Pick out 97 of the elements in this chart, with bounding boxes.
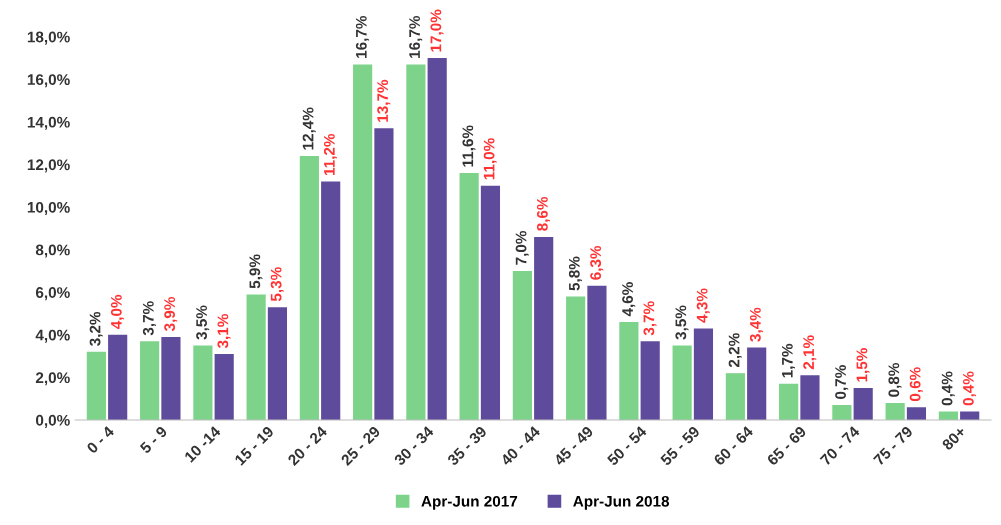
data-label: 2,1%: [803, 335, 817, 370]
data-label: 3,7%: [142, 301, 156, 336]
data-label: 12,4%: [302, 107, 316, 150]
bar: [374, 128, 394, 420]
bar: [353, 64, 373, 420]
y-tick-label: 10,0%: [27, 201, 70, 215]
data-label: 5,9%: [249, 254, 263, 289]
bar: [960, 411, 980, 420]
data-label: 0,4%: [962, 371, 977, 406]
data-label: 3,7%: [643, 301, 657, 336]
bar: [885, 402, 905, 420]
y-tick-label: 4,0%: [35, 329, 70, 343]
bar: [779, 383, 799, 420]
bar: [86, 351, 106, 420]
x-tick-label: 45 - 49: [553, 425, 594, 467]
y-tick-label: 12,0%: [27, 159, 70, 173]
bar: [800, 375, 820, 420]
bar: [406, 64, 426, 420]
data-label: 3,4%: [749, 307, 763, 342]
bar: [693, 328, 714, 420]
bar: [480, 185, 501, 420]
bar: [459, 173, 479, 420]
x-tick-label: 40 - 44: [499, 425, 541, 467]
bar: [534, 236, 554, 420]
legend-label: Apr-Jun 2018: [573, 495, 670, 510]
x-tick-label: 10 -14: [183, 425, 222, 463]
data-label: 3,5%: [675, 305, 689, 340]
data-label: 7,0%: [515, 230, 529, 265]
bar: [640, 341, 660, 420]
data-label: 11,6%: [462, 125, 476, 167]
bar: [587, 285, 607, 420]
x-tick-label: 75 - 79: [872, 425, 914, 466]
bar: [427, 58, 447, 420]
bar: [267, 307, 288, 420]
bar: [161, 336, 181, 420]
x-tick-label: 80+: [941, 425, 967, 451]
data-label: 3,2%: [89, 311, 103, 346]
bar: [193, 345, 213, 420]
x-tick-label: 35 - 39: [446, 425, 488, 467]
bar: [246, 294, 266, 420]
data-label: 17,0%: [430, 9, 444, 52]
bar: [938, 411, 958, 420]
y-tick-label: 2,0%: [35, 372, 70, 386]
x-tick-label: 30 - 34: [393, 425, 435, 467]
data-label: 0,7%: [835, 365, 849, 399]
bar: [299, 155, 319, 420]
data-label: 6,3%: [590, 245, 604, 280]
data-label: 16,7%: [409, 15, 423, 58]
bar: [619, 322, 639, 420]
data-label: 8,6%: [536, 196, 550, 231]
x-tick-label: 65 - 69: [766, 425, 807, 467]
y-tick-label: 8,0%: [35, 244, 70, 258]
bar: [512, 270, 532, 420]
bar: [672, 345, 692, 420]
data-label: 5,8%: [568, 256, 582, 291]
data-label: 3,5%: [196, 305, 210, 340]
bar: [725, 373, 745, 420]
y-tick-label: 6,0%: [35, 287, 70, 301]
data-label: 4,6%: [622, 282, 636, 317]
x-tick-label: 5 - 9: [139, 425, 168, 455]
y-tick-label: 14,0%: [27, 116, 70, 130]
x-tick-label: 60 - 64: [713, 425, 754, 467]
bar: [214, 354, 234, 420]
data-label: 4,3%: [696, 288, 710, 323]
x-tick-label: 50 - 54: [606, 425, 648, 467]
data-label: 1,7%: [781, 343, 795, 378]
bar: [108, 334, 128, 420]
legend-label: Apr-Jun 2017: [421, 495, 518, 510]
y-tick-label: 0,0%: [36, 414, 70, 428]
x-tick-label: 15 - 19: [234, 425, 275, 466]
data-label: 0,6%: [909, 367, 923, 402]
x-tick-label: 70 - 74: [819, 425, 861, 466]
data-label: 0,8%: [888, 362, 902, 397]
data-label: 13,7%: [377, 79, 391, 122]
bar: [566, 296, 586, 420]
data-label: 3,1%: [217, 314, 231, 349]
data-label: 16,7%: [355, 15, 369, 58]
data-label: 1,5%: [856, 348, 870, 382]
data-label: 11,0%: [483, 138, 497, 180]
data-label: 4,0%: [110, 294, 124, 330]
data-label: 11,2%: [323, 133, 337, 176]
bar: [853, 388, 873, 420]
y-tick-label: 18,0%: [27, 31, 70, 45]
x-tick-label: 20 - 24: [287, 425, 328, 467]
bar: [140, 341, 160, 420]
bar: [832, 405, 852, 420]
data-label: 3,9%: [164, 296, 178, 332]
x-tick-label: 25 - 29: [340, 425, 381, 467]
bar: [321, 181, 341, 420]
data-label: 5,3%: [270, 267, 284, 302]
data-label: 0,4%: [941, 371, 955, 406]
y-tick-label: 16,0%: [27, 74, 70, 88]
x-tick-label: 55 - 59: [659, 425, 701, 467]
x-tick-label: 0 - 4: [86, 425, 115, 454]
data-label: 2,2%: [728, 333, 742, 368]
bar: [747, 347, 767, 420]
bar: [906, 407, 927, 420]
